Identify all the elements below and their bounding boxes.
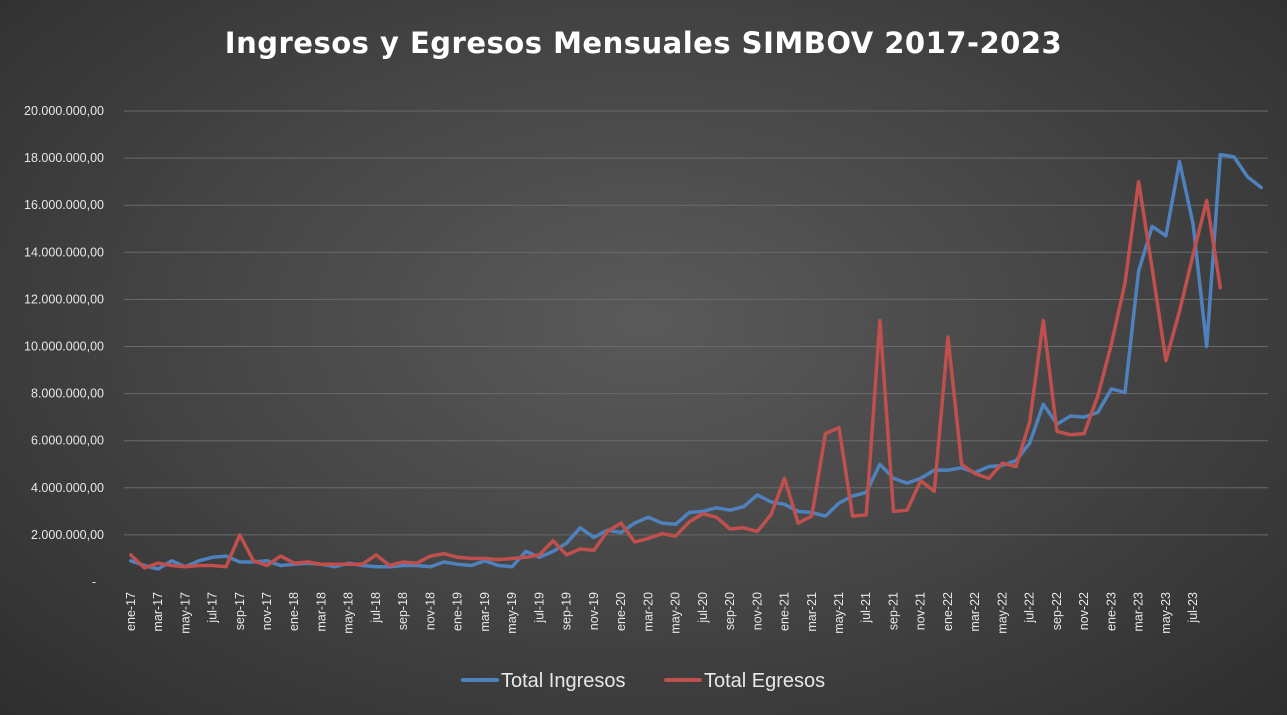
legend-label: Total Egresos — [704, 670, 825, 692]
x-tick-label: nov-22 — [1077, 592, 1091, 630]
y-axis-tick-labels: - 2.000.000,00 4.000.000,00 6.000.000,00 8.0… — [24, 104, 104, 589]
series-line-egresos — [129, 179, 1223, 570]
y-tick-label: 14.000.000,00 — [24, 245, 104, 259]
x-tick-label: jul-20 — [696, 592, 710, 624]
y-tick-label: - — [92, 575, 96, 589]
x-tick-label: sep-18 — [396, 592, 410, 630]
x-tick-label: mar-18 — [314, 592, 328, 632]
x-tick-label: ene-17 — [124, 592, 138, 631]
x-tick-label: jul-18 — [369, 592, 383, 624]
y-tick-label: 4.000.000,00 — [31, 481, 104, 495]
y-tick-label: 8.000.000,00 — [31, 387, 104, 401]
x-tick-label: sep-21 — [886, 592, 900, 630]
x-tick-label: sep-22 — [1050, 592, 1064, 630]
x-tick-label: jul-21 — [859, 592, 873, 624]
x-tick-label: mar-23 — [1132, 592, 1146, 632]
x-tick-label: sep-17 — [233, 592, 247, 630]
x-tick-label: nov-17 — [260, 592, 274, 630]
x-tick-label: ene-20 — [614, 592, 628, 631]
x-tick-label: may-20 — [669, 592, 683, 634]
x-tick-label: may-23 — [1159, 592, 1173, 634]
series-layer — [129, 152, 1263, 571]
x-tick-label: may-22 — [995, 592, 1009, 634]
x-tick-label: may-21 — [832, 592, 846, 634]
legend: Total Ingresos Total Egresos — [461, 670, 825, 692]
x-tick-label: mar-20 — [641, 592, 655, 632]
x-tick-label: jul-17 — [206, 592, 220, 624]
x-tick-label: mar-21 — [805, 592, 819, 632]
x-axis-tick-labels: ene-17 mar-17 may-17 jul-17 sep-17 nov-17 ene-… — [124, 592, 1200, 634]
x-tick-label: sep-19 — [560, 592, 574, 630]
x-tick-label: nov-18 — [423, 592, 437, 630]
x-tick-label: may-19 — [505, 592, 519, 634]
x-tick-label: may-17 — [178, 592, 192, 634]
x-tick-label: nov-20 — [750, 592, 764, 630]
x-tick-label: mar-19 — [478, 592, 492, 632]
y-tick-label: 10.000.000,00 — [24, 340, 104, 354]
y-tick-label: 6.000.000,00 — [31, 434, 104, 448]
x-tick-label: ene-23 — [1104, 592, 1118, 631]
x-tick-label: may-18 — [342, 592, 356, 634]
x-tick-label: jul-23 — [1186, 592, 1200, 624]
y-tick-label: 20.000.000,00 — [24, 104, 104, 118]
y-tick-label: 18.000.000,00 — [24, 151, 104, 165]
series-line-ingresos — [129, 152, 1263, 571]
x-tick-label: nov-21 — [914, 592, 928, 630]
x-tick-label: sep-20 — [723, 592, 737, 630]
x-tick-label: ene-18 — [287, 592, 301, 631]
chart-title: Ingresos y Egresos Mensuales SIMBOV 2017… — [224, 26, 1063, 60]
x-tick-label: mar-17 — [151, 592, 165, 632]
x-tick-label: ene-22 — [941, 592, 955, 631]
x-tick-label: mar-22 — [968, 592, 982, 632]
grid-layer — [124, 110, 1268, 536]
y-tick-label: 12.000.000,00 — [24, 292, 104, 306]
y-tick-label: 2.000.000,00 — [31, 528, 104, 542]
x-tick-label: jul-19 — [532, 592, 546, 624]
x-tick-label: jul-22 — [1023, 592, 1037, 624]
x-tick-label: ene-21 — [778, 592, 792, 631]
x-tick-label: nov-19 — [587, 592, 601, 630]
y-tick-label: 16.000.000,00 — [24, 198, 104, 212]
x-tick-label: ene-19 — [451, 592, 465, 631]
legend-label: Total Ingresos — [501, 670, 626, 692]
